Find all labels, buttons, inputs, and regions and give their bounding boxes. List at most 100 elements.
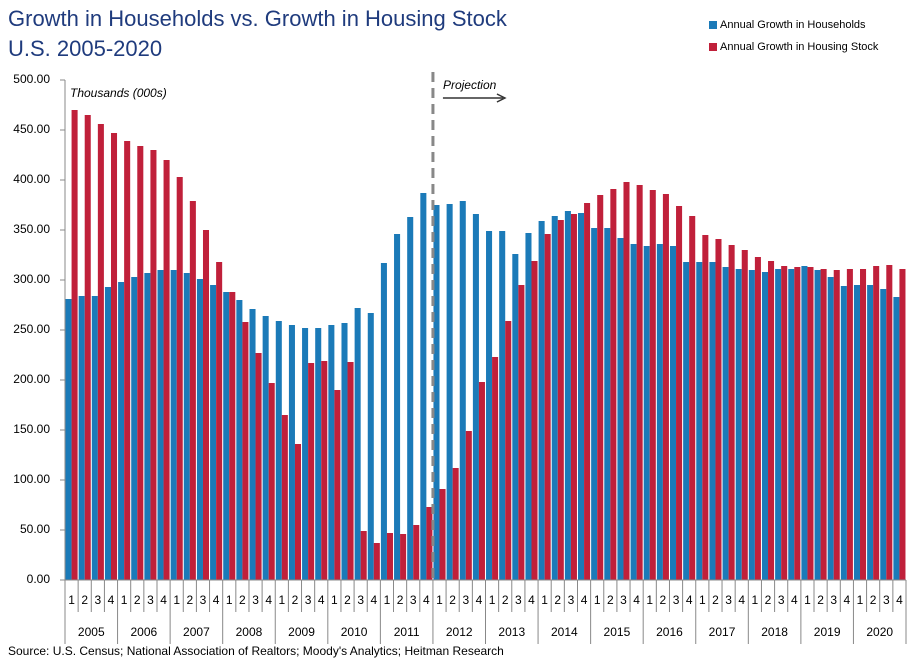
x-tick-label: 1 (68, 593, 75, 607)
bar (104, 287, 111, 580)
bar (380, 263, 387, 580)
bar (189, 201, 196, 580)
bar (551, 216, 558, 580)
bar (748, 270, 755, 580)
bar (669, 246, 677, 580)
bar (649, 190, 656, 580)
x-tick-label: 1 (226, 593, 233, 607)
bar (223, 292, 230, 580)
bar (242, 322, 249, 580)
source: Source: U.S. Census; National Associatio… (8, 644, 504, 658)
bar (157, 270, 164, 580)
x-group-label: 2018 (761, 625, 788, 639)
x-tick-label: 4 (581, 593, 588, 607)
x-tick-label: 1 (278, 593, 285, 607)
bar (281, 415, 288, 580)
x-group-label: 2013 (498, 625, 525, 639)
bar (439, 489, 446, 580)
x-group-label: 2009 (288, 625, 315, 639)
x-tick-label: 4 (108, 593, 115, 607)
bar (696, 262, 703, 580)
bar (452, 468, 459, 580)
bar (531, 261, 538, 580)
bar (216, 262, 223, 580)
x-tick-label: 4 (686, 593, 693, 607)
bar (623, 182, 630, 580)
x-tick-label: 3 (95, 593, 102, 607)
x-group-label: 2008 (236, 625, 263, 639)
bar (578, 213, 585, 580)
x-tick-label: 1 (594, 593, 601, 607)
bar (294, 444, 302, 580)
x-tick-label: 4 (318, 593, 325, 607)
bar (354, 308, 361, 580)
y-tick-label: 250.00 (13, 322, 50, 336)
bar (131, 277, 138, 580)
x-tick-label: 4 (370, 593, 377, 607)
bar (544, 234, 551, 580)
x-tick-label: 3 (410, 593, 417, 607)
x-group-label: 2011 (394, 625, 420, 639)
y-tick-label: 500.00 (13, 72, 50, 86)
bar (807, 267, 814, 580)
x-group-label: 2019 (814, 625, 841, 639)
bar (394, 234, 401, 580)
legend-label: Annual Growth in Households (720, 19, 866, 31)
bar (367, 313, 374, 580)
bar (229, 292, 236, 580)
x-tick-label: 2 (292, 593, 299, 607)
bar (702, 235, 709, 580)
x-tick-label: 2 (81, 593, 88, 607)
bar (202, 230, 210, 580)
bar (492, 357, 499, 580)
y-tick-label: 350.00 (13, 222, 50, 236)
bar (288, 325, 295, 580)
x-tick-label: 2 (239, 593, 246, 607)
bar (236, 300, 243, 580)
projection-label: Projection (443, 78, 497, 92)
bar (676, 206, 683, 580)
x-tick-label: 2 (134, 593, 141, 607)
bar (761, 272, 769, 580)
x-tick-label: 4 (896, 593, 903, 607)
x-tick-label: 1 (173, 593, 180, 607)
bar (321, 361, 328, 580)
x-tick-label: 1 (804, 593, 811, 607)
bar (65, 299, 72, 580)
bar (873, 266, 880, 580)
projection-arrowhead (496, 93, 507, 103)
x-tick-label: 2 (607, 593, 614, 607)
unit-label: Thousands (000s) (70, 86, 167, 100)
bar (814, 270, 821, 580)
bar (557, 220, 564, 580)
bar (478, 382, 485, 580)
bar (597, 195, 604, 580)
x-tick-label: 1 (121, 593, 128, 607)
bar (617, 238, 624, 580)
x-tick-label: 1 (857, 593, 864, 607)
bar (196, 279, 203, 580)
x-tick-label: 1 (436, 593, 443, 607)
bar (210, 285, 217, 580)
y-tick-label: 100.00 (13, 472, 50, 486)
bar (360, 531, 367, 580)
x-tick-label: 2 (449, 593, 456, 607)
bar (833, 270, 840, 580)
bar (768, 261, 775, 580)
x-tick-label: 3 (147, 593, 154, 607)
bar (420, 193, 427, 580)
bar (407, 217, 414, 580)
bar (518, 285, 525, 580)
x-tick-label: 2 (870, 593, 877, 607)
bar (465, 431, 472, 580)
bar (880, 289, 887, 580)
x-tick-label: 4 (791, 593, 798, 607)
x-tick-label: 2 (817, 593, 824, 607)
x-tick-label: 4 (738, 593, 745, 607)
bar (308, 363, 315, 580)
bar (486, 231, 493, 580)
bar (775, 269, 782, 580)
x-tick-label: 3 (673, 593, 680, 607)
bar (413, 525, 420, 580)
legend-swatch (709, 43, 717, 51)
